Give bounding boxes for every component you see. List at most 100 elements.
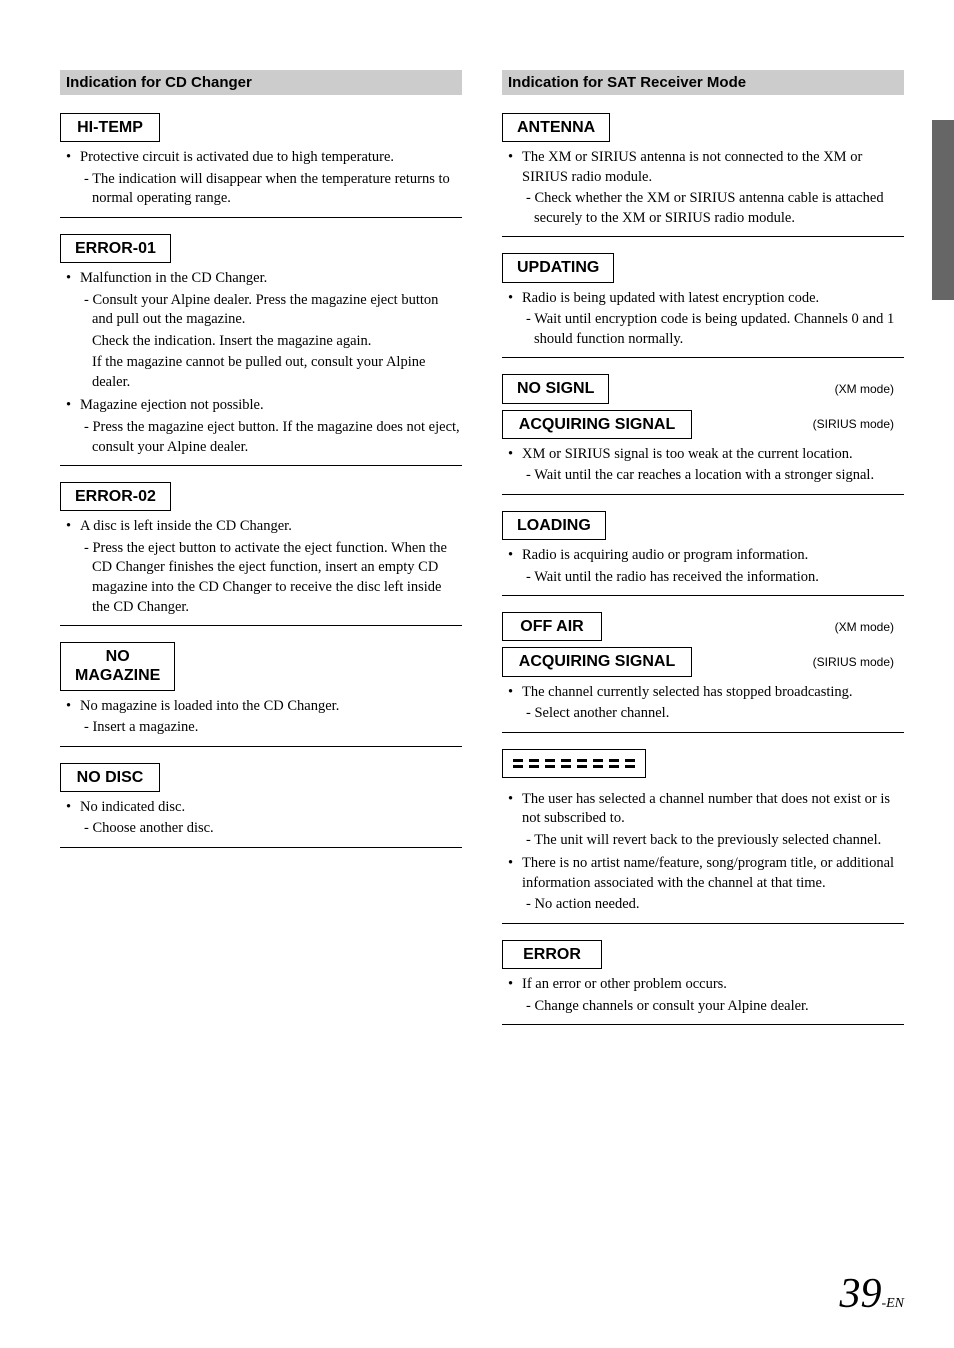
dash-icon (545, 765, 555, 768)
divider (60, 847, 462, 848)
error-code: ERROR-01 (60, 234, 171, 263)
dash-icon (625, 759, 635, 762)
dash-icon (577, 765, 587, 768)
error-code: NO SIGNL (502, 374, 609, 403)
divider (502, 732, 904, 733)
error-code-row: NO SIGNL(XM mode) (502, 374, 904, 403)
divider (502, 595, 904, 596)
error-block: The user has selected a channel number t… (502, 749, 904, 924)
right-section-header: Indication for SAT Receiver Mode (502, 70, 904, 95)
error-code-row: NO MAGAZINE (60, 642, 462, 690)
bullet-item: The XM or SIRIUS antenna is not connecte… (506, 148, 904, 228)
error-code: LOADING (502, 511, 606, 540)
bullet-list: No magazine is loaded into the CD Change… (60, 697, 462, 738)
error-code: ANTENNA (502, 113, 610, 142)
sub-item: Consult your Alpine dealer. Press the ma… (80, 291, 462, 330)
mode-note: (SIRIUS mode) (813, 655, 904, 669)
error-block: NO DISC No indicated disc.Choose another … (60, 763, 462, 848)
dash-row (513, 765, 635, 768)
sub-item: Choose another disc. (80, 819, 462, 839)
error-code-row: ERROR-02 (60, 482, 462, 511)
error-code: ACQUIRING SIGNAL (502, 410, 692, 439)
bullet-item: Magazine ejection not possible.Press the… (64, 396, 462, 457)
sub-item: The indication will disappear when the t… (80, 170, 462, 209)
bullet-list: Radio is acquiring audio or program info… (502, 546, 904, 587)
dash-icon (513, 759, 523, 762)
sub-item: Press the magazine eject button. If the … (80, 418, 462, 457)
bullet-list: XM or SIRIUS signal is too weak at the c… (502, 445, 904, 486)
divider (502, 236, 904, 237)
side-tab (932, 120, 954, 300)
error-block: ERROR-01 Malfunction in the CD Changer.Co… (60, 234, 462, 466)
error-code: UPDATING (502, 253, 614, 282)
bullet-item: XM or SIRIUS signal is too weak at the c… (506, 445, 904, 486)
error-block: ERROR-02 A disc is left inside the CD Cha… (60, 482, 462, 626)
sub-item: Wait until the car reaches a location wi… (522, 466, 904, 486)
right-column: Indication for SAT Receiver Mode ANTENNA… (502, 70, 904, 1041)
dash-icon (609, 765, 619, 768)
left-column: Indication for CD Changer HI-TEMPProtect… (60, 70, 462, 1041)
dash-icon (625, 765, 635, 768)
sub-item: Press the eject button to activate the e… (80, 539, 462, 617)
divider (60, 746, 462, 747)
bullet-list: If an error or other problem occurs.Chan… (502, 975, 904, 1016)
sub-item: Change channels or consult your Alpine d… (522, 997, 904, 1017)
plain-line: Check the indication. Insert the magazin… (80, 332, 462, 352)
error-code: ERROR (502, 940, 602, 969)
dashes-indicator (502, 749, 646, 778)
bullet-list: No indicated disc.Choose another disc. (60, 798, 462, 839)
dash-icon (513, 765, 523, 768)
error-block: ERROR If an error or other problem occurs… (502, 940, 904, 1025)
error-block: NO SIGNL(XM mode)ACQUIRING SIGNAL(SIRIUS… (502, 374, 904, 495)
sub-item: Check whether the XM or SIRIUS antenna c… (522, 189, 904, 228)
dash-icon (593, 759, 603, 762)
divider (60, 465, 462, 466)
columns: Indication for CD Changer HI-TEMPProtect… (60, 70, 904, 1041)
error-code-row: ERROR (502, 940, 904, 969)
bullet-item: Radio is acquiring audio or program info… (506, 546, 904, 587)
bullet-item: A disc is left inside the CD Changer.Pre… (64, 517, 462, 617)
error-code-row: ACQUIRING SIGNAL (SIRIUS mode) (502, 647, 904, 676)
divider (60, 217, 462, 218)
dash-icon (609, 759, 619, 762)
sub-item: Insert a magazine. (80, 718, 462, 738)
error-block: HI-TEMPProtective circuit is activated d… (60, 113, 462, 218)
dash-icon (545, 759, 555, 762)
dash-icon (529, 765, 539, 768)
divider (502, 1024, 904, 1025)
error-block: NO MAGAZINE No magazine is loaded into th… (60, 642, 462, 747)
divider (60, 625, 462, 626)
bullet-item: Malfunction in the CD Changer.Consult yo… (64, 269, 462, 392)
page-number-main: 39 (839, 1271, 881, 1317)
page-number: 39-EN (839, 1270, 904, 1318)
bullet-item: Radio is being updated with latest encry… (506, 289, 904, 350)
divider (502, 923, 904, 924)
error-code: NO DISC (60, 763, 160, 792)
error-code-row: OFF AIR (XM mode) (502, 612, 904, 641)
bullet-item: The channel currently selected has stopp… (506, 683, 904, 724)
bullet-list: The XM or SIRIUS antenna is not connecte… (502, 148, 904, 228)
bullet-item: No magazine is loaded into the CD Change… (64, 697, 462, 738)
dash-icon (593, 765, 603, 768)
mode-note: (XM mode) (835, 620, 904, 634)
sub-item: Select another channel. (522, 704, 904, 724)
page-number-suffix: -EN (881, 1296, 904, 1311)
plain-line: If the magazine cannot be pulled out, co… (80, 353, 462, 392)
divider (502, 357, 904, 358)
dash-icon (529, 759, 539, 762)
sub-item: Wait until encryption code is being upda… (522, 310, 904, 349)
bullet-list: A disc is left inside the CD Changer.Pre… (60, 517, 462, 617)
dash-icon (561, 765, 571, 768)
bullet-item: There is no artist name/feature, song/pr… (506, 854, 904, 915)
bullet-list: Malfunction in the CD Changer.Consult yo… (60, 269, 462, 457)
bullet-list: The channel currently selected has stopp… (502, 683, 904, 724)
error-code: ACQUIRING SIGNAL (502, 647, 692, 676)
error-code-row: NO DISC (60, 763, 462, 792)
error-code: OFF AIR (502, 612, 602, 641)
sub-item: Wait until the radio has received the in… (522, 568, 904, 588)
error-code: ERROR-02 (60, 482, 171, 511)
sub-item: No action needed. (522, 895, 904, 915)
dash-row (513, 759, 635, 762)
bullet-item: The user has selected a channel number t… (506, 790, 904, 851)
right-blocks: ANTENNA The XM or SIRIUS antenna is not c… (502, 113, 904, 1025)
